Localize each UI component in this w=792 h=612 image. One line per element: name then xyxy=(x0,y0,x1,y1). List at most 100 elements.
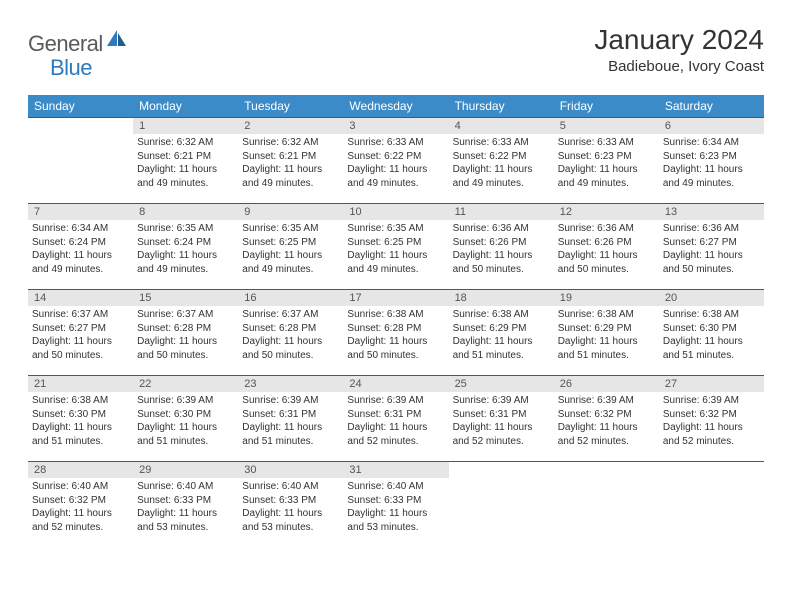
day-cell: 15Sunrise: 6:37 AMSunset: 6:28 PMDayligh… xyxy=(133,290,238,376)
day-data: Sunrise: 6:33 AMSunset: 6:22 PMDaylight:… xyxy=(343,134,448,194)
day-cell xyxy=(449,462,554,548)
day-sr: Sunrise: 6:32 AM xyxy=(137,136,234,150)
day-d1: Daylight: 11 hours xyxy=(32,421,129,435)
day-ss: Sunset: 6:29 PM xyxy=(558,322,655,336)
month-title: January 2024 xyxy=(594,24,764,56)
day-d1: Daylight: 11 hours xyxy=(32,335,129,349)
day-d1: Daylight: 11 hours xyxy=(558,421,655,435)
day-data: Sunrise: 6:39 AMSunset: 6:31 PMDaylight:… xyxy=(343,392,448,452)
day-sr: Sunrise: 6:37 AM xyxy=(137,308,234,322)
day-data: Sunrise: 6:33 AMSunset: 6:22 PMDaylight:… xyxy=(449,134,554,194)
day-d2: and 51 minutes. xyxy=(453,349,550,363)
day-ss: Sunset: 6:28 PM xyxy=(137,322,234,336)
day-sr: Sunrise: 6:40 AM xyxy=(347,480,444,494)
week-row: 1Sunrise: 6:32 AMSunset: 6:21 PMDaylight… xyxy=(28,118,764,204)
day-cell: 30 Sunrise: 6:40 AMSunset: 6:33 PMDayligh… xyxy=(238,462,343,548)
day-ss: Sunset: 6:33 PM xyxy=(347,494,444,508)
day-d1: Daylight: 11 hours xyxy=(347,249,444,263)
day-data: Sunrise: 6:36 AMSunset: 6:26 PMDaylight:… xyxy=(449,220,554,280)
day-d1: Daylight: 11 hours xyxy=(453,421,550,435)
day-ss: Sunset: 6:26 PM xyxy=(558,236,655,250)
weekday-header: Thursday xyxy=(449,95,554,118)
day-sr: Sunrise: 6:40 AM xyxy=(137,480,234,494)
day-d1: Daylight: 11 hours xyxy=(242,335,339,349)
day-sr: Sunrise: 6:36 AM xyxy=(453,222,550,236)
day-number: 21 xyxy=(28,376,133,392)
day-ss: Sunset: 6:23 PM xyxy=(558,150,655,164)
day-number: 26 xyxy=(554,376,659,392)
day-d1: Daylight: 11 hours xyxy=(137,249,234,263)
day-d1: Daylight: 11 hours xyxy=(137,335,234,349)
day-data: Sunrise: 6:37 AMSunset: 6:28 PMDaylight:… xyxy=(238,306,343,366)
weekday-header: Saturday xyxy=(659,95,764,118)
day-d1: Daylight: 11 hours xyxy=(242,507,339,521)
day-sr: Sunrise: 6:40 AM xyxy=(242,480,339,494)
day-data: Sunrise: 6:33 AMSunset: 6:23 PMDaylight:… xyxy=(554,134,659,194)
weekday-header: Tuesday xyxy=(238,95,343,118)
day-cell xyxy=(28,118,133,204)
day-cell: 27Sunrise: 6:39 AMSunset: 6:32 PMDayligh… xyxy=(659,376,764,462)
day-d2: and 49 minutes. xyxy=(137,263,234,277)
day-sr: Sunrise: 6:35 AM xyxy=(347,222,444,236)
day-ss: Sunset: 6:29 PM xyxy=(453,322,550,336)
day-cell: 19Sunrise: 6:38 AMSunset: 6:29 PMDayligh… xyxy=(554,290,659,376)
day-d1: Daylight: 11 hours xyxy=(347,421,444,435)
day-number: 3 xyxy=(343,118,448,134)
day-ss: Sunset: 6:27 PM xyxy=(663,236,760,250)
day-data: Sunrise: 6:36 AMSunset: 6:26 PMDaylight:… xyxy=(554,220,659,280)
day-data: Sunrise: 6:38 AMSunset: 6:29 PMDaylight:… xyxy=(449,306,554,366)
day-cell: 5Sunrise: 6:33 AMSunset: 6:23 PMDaylight… xyxy=(554,118,659,204)
day-data: Sunrise: 6:38 AMSunset: 6:30 PMDaylight:… xyxy=(28,392,133,452)
day-cell: 14Sunrise: 6:37 AMSunset: 6:27 PMDayligh… xyxy=(28,290,133,376)
day-d2: and 51 minutes. xyxy=(32,435,129,449)
day-number: 23 xyxy=(238,376,343,392)
calendar-body: 1Sunrise: 6:32 AMSunset: 6:21 PMDaylight… xyxy=(28,118,764,548)
logo: General xyxy=(28,24,129,57)
day-d2: and 51 minutes. xyxy=(558,349,655,363)
day-data: Sunrise: 6:39 AMSunset: 6:32 PMDaylight:… xyxy=(659,392,764,452)
day-ss: Sunset: 6:22 PM xyxy=(453,150,550,164)
day-cell: 8Sunrise: 6:35 AMSunset: 6:24 PMDaylight… xyxy=(133,204,238,290)
day-sr: Sunrise: 6:35 AM xyxy=(242,222,339,236)
day-d2: and 49 minutes. xyxy=(663,177,760,191)
day-number: 2 xyxy=(238,118,343,134)
day-number: 9 xyxy=(238,204,343,220)
day-sr: Sunrise: 6:38 AM xyxy=(32,394,129,408)
day-ss: Sunset: 6:27 PM xyxy=(32,322,129,336)
day-ss: Sunset: 6:22 PM xyxy=(347,150,444,164)
day-ss: Sunset: 6:33 PM xyxy=(242,494,339,508)
day-d2: and 50 minutes. xyxy=(137,349,234,363)
day-ss: Sunset: 6:32 PM xyxy=(663,408,760,422)
day-cell: 2Sunrise: 6:32 AMSunset: 6:21 PMDaylight… xyxy=(238,118,343,204)
day-ss: Sunset: 6:31 PM xyxy=(347,408,444,422)
day-sr: Sunrise: 6:38 AM xyxy=(347,308,444,322)
day-d1: Daylight: 11 hours xyxy=(663,249,760,263)
day-d1: Daylight: 11 hours xyxy=(32,507,129,521)
day-number: 12 xyxy=(554,204,659,220)
day-ss: Sunset: 6:30 PM xyxy=(32,408,129,422)
day-sr: Sunrise: 6:39 AM xyxy=(137,394,234,408)
day-cell: 12Sunrise: 6:36 AMSunset: 6:26 PMDayligh… xyxy=(554,204,659,290)
day-data: Sunrise: 6:40 AMSunset: 6:33 PMDaylight:… xyxy=(343,478,448,538)
day-ss: Sunset: 6:33 PM xyxy=(137,494,234,508)
day-sr: Sunrise: 6:35 AM xyxy=(137,222,234,236)
day-d1: Daylight: 11 hours xyxy=(137,507,234,521)
day-sr: Sunrise: 6:39 AM xyxy=(453,394,550,408)
day-cell: 29Sunrise: 6:40 AMSunset: 6:33 PMDayligh… xyxy=(133,462,238,548)
day-number: 25 xyxy=(449,376,554,392)
day-sr: Sunrise: 6:38 AM xyxy=(453,308,550,322)
day-sr: Sunrise: 6:38 AM xyxy=(663,308,760,322)
day-d2: and 49 minutes. xyxy=(137,177,234,191)
day-number: 16 xyxy=(238,290,343,306)
day-d1: Daylight: 11 hours xyxy=(663,335,760,349)
day-d2: and 49 minutes. xyxy=(453,177,550,191)
day-d2: and 49 minutes. xyxy=(347,177,444,191)
day-data: Sunrise: 6:35 AMSunset: 6:25 PMDaylight:… xyxy=(238,220,343,280)
day-d2: and 53 minutes. xyxy=(137,521,234,535)
day-cell: 13Sunrise: 6:36 AMSunset: 6:27 PMDayligh… xyxy=(659,204,764,290)
day-number: 30 xyxy=(238,462,343,478)
day-d1: Daylight: 11 hours xyxy=(347,335,444,349)
day-number: 27 xyxy=(659,376,764,392)
day-d1: Daylight: 11 hours xyxy=(558,249,655,263)
day-d1: Daylight: 11 hours xyxy=(242,249,339,263)
